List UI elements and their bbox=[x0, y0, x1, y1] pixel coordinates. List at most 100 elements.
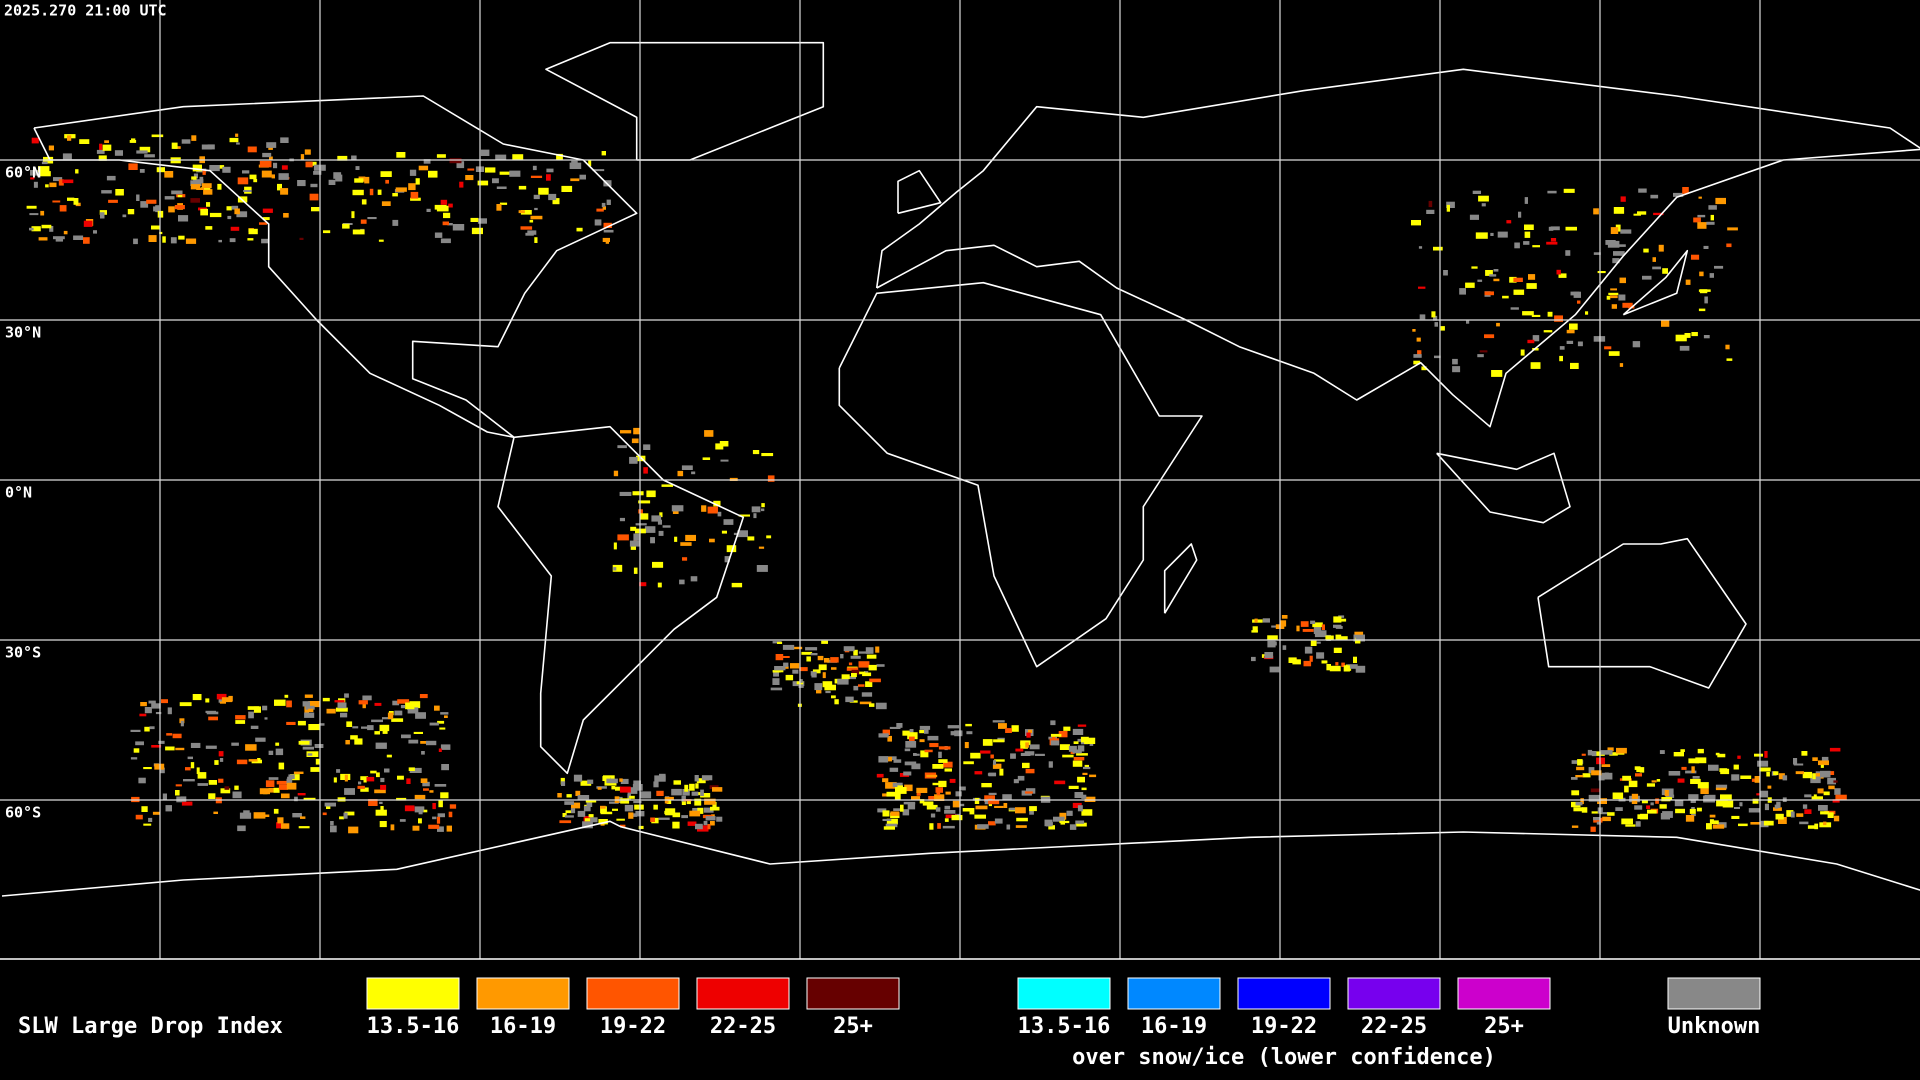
cloud-pixel bbox=[390, 824, 395, 831]
cloud-pixel bbox=[709, 538, 715, 543]
cloud-pixel bbox=[1296, 625, 1300, 632]
cloud-pixel bbox=[1048, 825, 1055, 830]
cloud-pixel bbox=[684, 784, 689, 792]
cloud-pixel bbox=[1556, 269, 1561, 275]
cloud-pixel bbox=[1688, 794, 1699, 800]
cloud-pixel bbox=[1703, 795, 1715, 803]
cloud-pixel bbox=[367, 725, 374, 731]
cloud-pixel bbox=[140, 201, 149, 208]
cloud-pixel bbox=[799, 667, 808, 672]
cloud-pixel bbox=[257, 758, 261, 762]
cloud-pixel bbox=[861, 692, 873, 697]
cloud-pixel bbox=[1597, 798, 1607, 804]
cloud-pixel bbox=[1757, 760, 1769, 767]
legend-swatch bbox=[1667, 977, 1761, 1010]
cloud-pixel bbox=[1416, 337, 1421, 342]
legend-title: SLW Large Drop Index bbox=[18, 1014, 283, 1039]
cloud-pixel bbox=[1493, 278, 1500, 282]
cloud-pixel bbox=[774, 666, 786, 671]
cloud-pixel bbox=[830, 657, 839, 663]
cloud-pixel bbox=[370, 770, 377, 774]
cloud-pixel bbox=[988, 792, 997, 795]
cloud-pixel bbox=[1690, 778, 1701, 784]
cloud-pixel bbox=[1601, 772, 1613, 780]
cloud-pixel bbox=[429, 790, 434, 793]
cloud-pixel bbox=[377, 189, 382, 195]
cloud-pixel bbox=[810, 653, 818, 656]
cloud-pixel bbox=[903, 801, 916, 805]
cloud-pixel bbox=[576, 227, 583, 232]
cloud-pixel bbox=[577, 810, 586, 817]
cloud-pixel bbox=[31, 137, 39, 144]
cloud-pixel bbox=[190, 742, 201, 748]
cloud-pixel bbox=[1661, 320, 1670, 327]
cloud-pixel bbox=[343, 812, 348, 819]
cloud-pixel bbox=[311, 207, 320, 212]
cloud-pixel bbox=[408, 767, 415, 771]
cloud-pixel bbox=[358, 781, 362, 785]
cloud-pixel bbox=[635, 523, 647, 526]
lat-label: 60°N bbox=[5, 164, 41, 182]
cloud-pixel bbox=[613, 567, 617, 571]
legend-swatch bbox=[806, 977, 900, 1010]
cloud-pixel bbox=[193, 173, 198, 179]
cloud-pixel bbox=[114, 150, 123, 156]
cloud-pixel bbox=[401, 734, 411, 739]
cloud-pixel bbox=[423, 788, 429, 791]
cloud-pixel bbox=[58, 179, 64, 186]
cloud-pixel bbox=[1823, 821, 1827, 826]
cloud-pixel bbox=[140, 702, 147, 707]
cloud-pixel bbox=[1782, 775, 1788, 781]
cloud-pixel bbox=[700, 789, 704, 796]
cloud-pixel bbox=[629, 795, 635, 799]
cloud-pixel bbox=[753, 513, 757, 519]
cloud-pixel bbox=[1477, 279, 1483, 282]
cloud-pixel bbox=[1778, 817, 1787, 824]
cloud-pixel bbox=[1823, 791, 1830, 796]
cloud-pixel bbox=[1665, 794, 1675, 798]
cloud-pixel bbox=[766, 535, 772, 539]
cloud-pixel bbox=[1639, 767, 1645, 773]
cloud-pixel bbox=[31, 226, 41, 232]
cloud-pixel bbox=[1316, 652, 1325, 659]
cloud-pixel bbox=[392, 193, 398, 197]
cloud-pixel bbox=[936, 788, 940, 796]
cloud-pixel bbox=[1559, 355, 1563, 362]
cloud-pixel bbox=[913, 753, 917, 756]
cloud-pixel bbox=[197, 772, 207, 779]
legend-label: 22-25 bbox=[1361, 1014, 1427, 1039]
cloud-pixel bbox=[245, 744, 257, 751]
cloud-pixel bbox=[672, 821, 680, 829]
cloud-pixel bbox=[192, 164, 202, 172]
cloud-pixel bbox=[1582, 773, 1591, 778]
cloud-pixel bbox=[944, 818, 949, 822]
cloud-pixel bbox=[1633, 213, 1641, 216]
cloud-pixel bbox=[1072, 749, 1082, 754]
cloud-pixel bbox=[752, 450, 760, 455]
cloud-pixel bbox=[1652, 257, 1656, 262]
cloud-pixel bbox=[221, 697, 232, 703]
cloud-pixel bbox=[209, 165, 220, 172]
cloud-pixel bbox=[262, 705, 268, 711]
cloud-pixel bbox=[518, 210, 525, 214]
cloud-pixel bbox=[235, 715, 246, 720]
cloud-pixel bbox=[1015, 748, 1024, 752]
cloud-pixel bbox=[1053, 816, 1065, 822]
legend-label: 16-19 bbox=[1141, 1014, 1207, 1039]
cloud-pixel bbox=[889, 767, 899, 772]
cloud-pixel bbox=[868, 664, 877, 671]
cloud-pixel bbox=[893, 808, 903, 811]
cloud-pixel bbox=[380, 777, 385, 783]
cloud-pixel bbox=[1524, 224, 1534, 230]
cloud-pixel bbox=[801, 651, 813, 655]
cloud-pixel bbox=[1426, 209, 1435, 214]
cloud-pixel bbox=[385, 179, 389, 184]
cloud-pixel bbox=[227, 215, 232, 220]
cloud-pixel bbox=[164, 171, 174, 178]
cloud-pixel bbox=[40, 210, 45, 216]
cloud-pixel bbox=[747, 536, 755, 541]
cloud-pixel bbox=[281, 165, 288, 170]
cloud-pixel bbox=[658, 817, 670, 820]
cloud-pixel bbox=[1016, 817, 1028, 822]
cloud-pixel bbox=[1554, 315, 1563, 322]
